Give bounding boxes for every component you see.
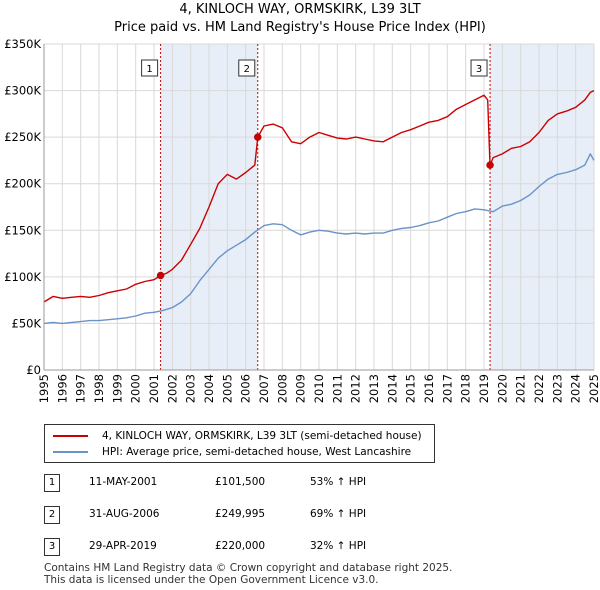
table-row: 3 29-APR-2019 £220,000 32% ↑ HPI bbox=[44, 538, 544, 556]
x-tick-label: 2005 bbox=[220, 374, 234, 403]
x-tick-label: 2001 bbox=[147, 374, 161, 403]
x-tick-label: 2000 bbox=[129, 374, 143, 403]
shaded-span bbox=[490, 44, 594, 370]
x-tick-label: 2019 bbox=[477, 374, 491, 403]
x-tick-label: 2009 bbox=[294, 374, 308, 403]
x-tick-label: 2004 bbox=[202, 374, 216, 403]
sale-point bbox=[486, 161, 494, 169]
y-tick-label: £350K bbox=[4, 37, 41, 51]
x-tick-label: 2023 bbox=[550, 374, 564, 403]
x-tick-label: 2011 bbox=[330, 374, 344, 403]
y-tick-label: £0 bbox=[26, 363, 41, 377]
legend-swatch-property bbox=[53, 435, 88, 437]
footer-line-2: This data is licensed under the Open Gov… bbox=[44, 574, 379, 586]
series-line-property bbox=[43, 89, 595, 303]
chart-title-line1: 4, KINLOCH WAY, ORMSKIRK, L39 3LT bbox=[179, 2, 421, 17]
x-tick-label: 2010 bbox=[312, 374, 326, 403]
sale-price: £220,000 bbox=[215, 540, 266, 552]
x-tick-label: 1997 bbox=[74, 374, 88, 403]
sale-price: £101,500 bbox=[215, 476, 266, 488]
x-tick-label: 1995 bbox=[37, 374, 51, 403]
table-row: 2 31-AUG-2006 £249,995 69% ↑ HPI bbox=[44, 506, 544, 524]
chart-title-line2: Price paid vs. HM Land Registry's House … bbox=[114, 20, 486, 35]
legend-label-hpi: HPI: Average price, semi-detached house,… bbox=[102, 446, 412, 458]
y-tick-label: £200K bbox=[4, 177, 41, 191]
sale-price: £249,995 bbox=[215, 508, 266, 520]
sale-hpi-change: 53% ↑ HPI bbox=[310, 476, 367, 488]
x-tick-label: 2007 bbox=[257, 374, 271, 403]
table-row: 1 11-MAY-2001 £101,500 53% ↑ HPI bbox=[44, 474, 544, 492]
y-tick-label: £300K bbox=[4, 84, 41, 98]
footer-attribution: Contains HM Land Registry data © Crown c… bbox=[44, 562, 452, 586]
x-tick-label: 2006 bbox=[239, 374, 253, 403]
sale-marker-box bbox=[141, 59, 159, 77]
y-tick-label: £250K bbox=[4, 130, 41, 144]
x-tick-label: 2015 bbox=[404, 374, 418, 403]
sale-date: 31-AUG-2006 bbox=[89, 508, 160, 520]
sale-marker-box bbox=[238, 59, 256, 77]
sale-date: 11-MAY-2001 bbox=[89, 476, 158, 488]
x-tick-label: 2021 bbox=[514, 374, 528, 403]
x-tick-label: 2013 bbox=[367, 374, 381, 403]
sale-number-badge: 3 bbox=[44, 538, 60, 556]
x-tick-label: 2020 bbox=[495, 374, 509, 403]
sale-point bbox=[156, 271, 165, 280]
x-tick-label: 2008 bbox=[275, 374, 289, 403]
sale-number-badge: 2 bbox=[44, 506, 60, 524]
x-tick-label: 2017 bbox=[440, 374, 454, 403]
chart-legend: 4, KINLOCH WAY, ORMSKIRK, L39 3LT (semi-… bbox=[44, 424, 435, 463]
series-line-hpi bbox=[43, 153, 595, 325]
x-tick-label: 2003 bbox=[184, 374, 198, 403]
legend-item-hpi: HPI: Average price, semi-detached house,… bbox=[53, 444, 411, 460]
sale-marker-label: 3 bbox=[476, 64, 482, 75]
sale-point bbox=[254, 133, 262, 141]
x-tick-label: 2014 bbox=[385, 374, 399, 403]
x-tick-label: 1996 bbox=[55, 374, 69, 403]
legend-label-property: 4, KINLOCH WAY, ORMSKIRK, L39 3LT (semi-… bbox=[102, 430, 422, 442]
legend-item-property: 4, KINLOCH WAY, ORMSKIRK, L39 3LT (semi-… bbox=[53, 428, 422, 444]
sale-hpi-change: 69% ↑ HPI bbox=[310, 508, 367, 520]
x-tick-label: 2016 bbox=[422, 374, 436, 403]
sale-marker-label: 2 bbox=[244, 64, 250, 75]
y-tick-label: £150K bbox=[4, 223, 41, 237]
y-tick-label: £50K bbox=[12, 316, 42, 330]
sale-date: 29-APR-2019 bbox=[89, 540, 157, 552]
legend-swatch-hpi bbox=[53, 451, 88, 453]
x-tick-label: 2002 bbox=[165, 374, 179, 403]
x-tick-label: 2018 bbox=[459, 374, 473, 403]
footer-line-1: Contains HM Land Registry data © Crown c… bbox=[44, 562, 453, 574]
price-chart: £0 £50K £100K £150K £200K £250K £300K £350K 1995… bbox=[4, 37, 600, 403]
sale-marker-box bbox=[470, 59, 488, 77]
x-tick-label: 2025 bbox=[587, 374, 600, 403]
y-tick-label: £100K bbox=[4, 270, 41, 284]
sale-marker-label: 1 bbox=[146, 64, 152, 75]
x-tick-label: 1999 bbox=[110, 374, 124, 403]
x-tick-label: 2012 bbox=[349, 374, 363, 403]
x-tick-label: 1998 bbox=[92, 374, 106, 403]
sale-hpi-change: 32% ↑ HPI bbox=[310, 540, 367, 552]
x-tick-label: 2024 bbox=[569, 374, 583, 403]
x-tick-label: 2022 bbox=[532, 374, 546, 403]
sale-number-badge: 1 bbox=[44, 474, 60, 492]
